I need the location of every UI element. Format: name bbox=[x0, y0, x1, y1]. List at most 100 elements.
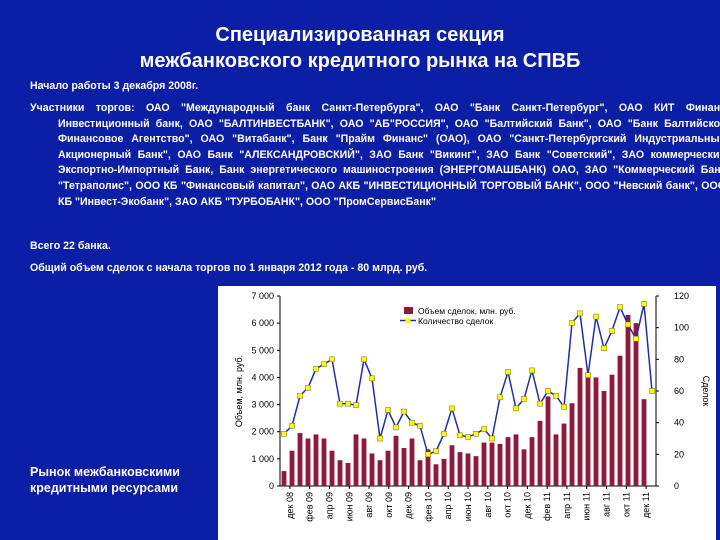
volume-bar bbox=[553, 434, 559, 486]
title-line-2: межбанковского кредитного рынка на СПВБ bbox=[139, 50, 581, 72]
deals-count-point bbox=[545, 388, 551, 394]
deals-count-point bbox=[609, 328, 615, 334]
deals-count-point bbox=[353, 402, 359, 408]
deals-count-point bbox=[449, 405, 455, 412]
deals-count-point bbox=[345, 400, 351, 407]
deals-count-point bbox=[649, 388, 655, 394]
chart-caption: Рынок межбанковскими кредитными ресурсам… bbox=[30, 465, 180, 495]
deals-count-point bbox=[585, 372, 591, 378]
deals-count-point bbox=[313, 366, 319, 372]
volume-bar bbox=[577, 367, 583, 486]
x-tick-label: июн 11 bbox=[582, 492, 592, 521]
volume-bar bbox=[617, 355, 623, 486]
deals-count-point bbox=[361, 356, 367, 363]
deals-count-point bbox=[417, 423, 423, 429]
x-tick-label: апр 11 bbox=[562, 492, 572, 519]
volume-bar bbox=[473, 456, 479, 486]
deals-count-point bbox=[441, 431, 447, 437]
chart-panel: 0 1 000 2 000 3 000 4 000 5 000 6 000 7 000 0 20 4… bbox=[218, 286, 716, 540]
volume-bar bbox=[281, 471, 287, 486]
volume-bar bbox=[593, 377, 599, 486]
volume-bar bbox=[377, 460, 383, 486]
right-tick-label: 100 bbox=[674, 323, 689, 333]
volume-bar bbox=[297, 433, 303, 486]
x-tick-label: фев 11 bbox=[542, 492, 552, 521]
volume-bar bbox=[361, 438, 367, 486]
deals-count-point bbox=[369, 375, 375, 382]
volume-bar bbox=[561, 423, 567, 486]
volume-bar bbox=[425, 449, 431, 486]
x-tick-label: окт 09 bbox=[384, 492, 394, 518]
deals-count-point bbox=[425, 451, 431, 458]
volume-bar bbox=[289, 450, 295, 486]
deals-count-point bbox=[305, 385, 311, 391]
volume-bar bbox=[321, 438, 327, 486]
x-tick-label: фев 10 bbox=[423, 492, 433, 522]
x-tick-label: дек 11 bbox=[641, 492, 651, 518]
deals-count-point bbox=[505, 369, 511, 375]
deals-count-point bbox=[465, 434, 471, 440]
x-tick-label: авг 10 bbox=[483, 492, 493, 518]
volume-bar bbox=[537, 420, 543, 486]
deals-count-point bbox=[321, 361, 327, 367]
volume-bar bbox=[513, 434, 519, 486]
left-tick-label: 1 000 bbox=[251, 454, 274, 464]
deals-count-point bbox=[497, 394, 503, 401]
deals-count-point bbox=[457, 432, 463, 439]
deals-count-point bbox=[281, 431, 287, 437]
volume-bar bbox=[433, 464, 439, 486]
volume-bar bbox=[441, 458, 447, 486]
deals-count-point bbox=[409, 419, 415, 426]
volume-bar bbox=[337, 460, 343, 486]
deals-count-point bbox=[481, 426, 487, 432]
y-axis-title: Объем, млн. руб. bbox=[234, 355, 244, 427]
title-line-1: Специализированная секция bbox=[215, 24, 505, 46]
x-tick-label: апр 09 bbox=[324, 492, 334, 519]
x-tick-label: окт 10 bbox=[503, 492, 513, 518]
x-tick-label: дек 08 bbox=[285, 492, 295, 519]
volume-bar bbox=[409, 438, 415, 486]
right-tick-label: 40 bbox=[674, 418, 684, 428]
deals-count-point bbox=[601, 345, 607, 351]
deals-count-point bbox=[537, 400, 543, 407]
deals-count-point bbox=[473, 431, 479, 437]
volume-bar bbox=[393, 435, 399, 486]
x-tick-label: апр 10 bbox=[443, 492, 453, 519]
y2-axis-title: Сделок bbox=[701, 376, 711, 407]
deals-count-point bbox=[617, 304, 623, 310]
volume-bar bbox=[497, 443, 503, 486]
volume-bar bbox=[417, 460, 423, 486]
legend-bar-swatch bbox=[404, 307, 413, 314]
deals-count-point bbox=[593, 313, 599, 320]
volume-bar bbox=[329, 450, 335, 486]
volume-bar bbox=[401, 448, 407, 486]
x-tick-label: фев 09 bbox=[305, 492, 315, 522]
volume-bar bbox=[529, 437, 535, 486]
volume-bar bbox=[633, 323, 639, 486]
slide-title: Специализированная секция межбанковского… bbox=[0, 22, 720, 74]
volume-bar bbox=[505, 437, 511, 486]
deals-count-point bbox=[297, 393, 303, 399]
deals-count-point bbox=[641, 301, 647, 307]
right-tick-label: 20 bbox=[674, 449, 684, 459]
volume-bar bbox=[521, 449, 527, 486]
deals-count-point bbox=[337, 400, 343, 407]
volume-bar bbox=[545, 396, 551, 486]
volume-bar bbox=[305, 438, 311, 486]
volume-bar bbox=[369, 453, 375, 486]
start-date-text: Начало работы 3 декабря 2008г. bbox=[30, 80, 199, 92]
deals-count-point bbox=[529, 367, 535, 374]
deals-count-point bbox=[513, 405, 519, 412]
volume-bar bbox=[481, 442, 487, 486]
deals-count-point bbox=[521, 396, 527, 402]
left-tick-label: 0 bbox=[269, 481, 274, 491]
deals-count-point bbox=[625, 321, 631, 328]
right-tick-label: 60 bbox=[674, 386, 684, 396]
x-tick-label: июн 10 bbox=[463, 492, 473, 521]
deals-count-point bbox=[401, 408, 407, 415]
participants-list: Участники торгов: ОАО "Международный бан… bbox=[30, 102, 720, 208]
left-tick-label: 5 000 bbox=[251, 345, 274, 355]
volume-bar bbox=[457, 452, 463, 486]
deals-count-point bbox=[553, 393, 559, 399]
volume-bar bbox=[465, 453, 471, 486]
